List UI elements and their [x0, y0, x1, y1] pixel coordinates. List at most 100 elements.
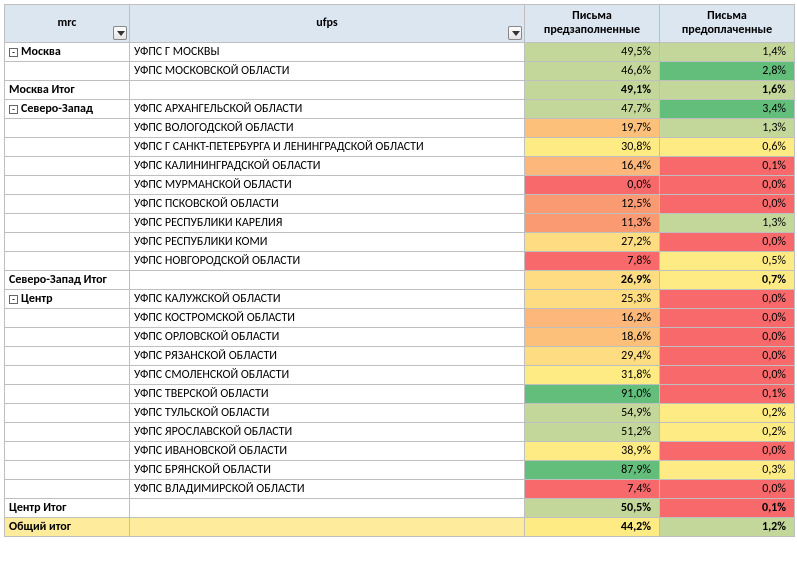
table-row: УФПС СМОЛЕНСКОЙ ОБЛАСТИ31,8%0,0% [5, 366, 795, 385]
mrc-cell [5, 404, 130, 423]
value-cell: 0,0% [660, 366, 795, 385]
value-cell: 0,1% [660, 499, 795, 518]
value-cell: 91,0% [525, 385, 660, 404]
value-cell: 18,6% [525, 328, 660, 347]
ufps-cell: УФПС ТВЕРСКОЙ ОБЛАСТИ [130, 385, 525, 404]
empty-cell [130, 81, 525, 100]
value-cell: 3,4% [660, 100, 795, 119]
table-row: УФПС ОРЛОВСКОЙ ОБЛАСТИ18,6%0,0% [5, 328, 795, 347]
value-cell: 30,8% [525, 138, 660, 157]
value-cell: 49,5% [525, 43, 660, 62]
header-v1[interactable]: Письма предзаполненные [525, 5, 660, 43]
value-cell: 0,2% [660, 404, 795, 423]
table-row: УФПС ЯРОСЛАВСКОЙ ОБЛАСТИ51,2%0,2% [5, 423, 795, 442]
value-cell: 25,3% [525, 290, 660, 309]
value-cell: 0,5% [660, 252, 795, 271]
value-cell: 0,1% [660, 385, 795, 404]
ufps-cell: УФПС Г САНКТ-ПЕТЕРБУРГА И ЛЕНИНГРАДСКОЙ … [130, 138, 525, 157]
filter-icon[interactable] [113, 26, 127, 40]
ufps-cell: УФПС МОСКОВСКОЙ ОБЛАСТИ [130, 62, 525, 81]
value-cell: 7,4% [525, 480, 660, 499]
ufps-cell: УФПС КАЛУЖСКОЙ ОБЛАСТИ [130, 290, 525, 309]
mrc-label: Северо-Запад [21, 102, 93, 116]
table-row: УФПС КОСТРОМСКОЙ ОБЛАСТИ16,2%0,0% [5, 309, 795, 328]
mrc-cell [5, 62, 130, 81]
table-row: УФПС ТВЕРСКОЙ ОБЛАСТИ91,0%0,1% [5, 385, 795, 404]
table-row: УФПС РЕСПУБЛИКИ КОМИ27,2%0,0% [5, 233, 795, 252]
collapse-icon[interactable]: - [9, 295, 18, 304]
mrc-cell [5, 138, 130, 157]
value-cell: 50,5% [525, 499, 660, 518]
value-cell: 0,0% [660, 328, 795, 347]
value-cell: 0,7% [660, 271, 795, 290]
value-cell: 54,9% [525, 404, 660, 423]
value-cell: 46,6% [525, 62, 660, 81]
grand-total-label: Общий итог [5, 518, 130, 537]
value-cell: 19,7% [525, 119, 660, 138]
grand-total-row: Общий итог44,2%1,2% [5, 518, 795, 537]
value-cell: 1,3% [660, 214, 795, 233]
mrc-cell [5, 385, 130, 404]
value-cell: 16,4% [525, 157, 660, 176]
mrc-cell [5, 195, 130, 214]
value-cell: 1,4% [660, 43, 795, 62]
value-cell: 7,8% [525, 252, 660, 271]
header-mrc-label: mrc [58, 16, 77, 30]
ufps-cell: УФПС НОВГОРОДСКОЙ ОБЛАСТИ [130, 252, 525, 271]
table-row: -МоскваУФПС Г МОСКВЫ49,5%1,4% [5, 43, 795, 62]
value-cell: 0,0% [660, 176, 795, 195]
ufps-cell: УФПС ИВАНОВСКОЙ ОБЛАСТИ [130, 442, 525, 461]
value-cell: 2,8% [660, 62, 795, 81]
filter-icon[interactable] [508, 26, 522, 40]
ufps-cell: УФПС КАЛИНИНГРАДСКОЙ ОБЛАСТИ [130, 157, 525, 176]
header-v2-label: Письма предоплаченные [682, 9, 772, 36]
header-row: mrc ufps Письма предзаполненные Письма п… [5, 5, 795, 43]
mrc-cell [5, 119, 130, 138]
empty-cell [130, 499, 525, 518]
ufps-cell: УФПС ВОЛОГОДСКОЙ ОБЛАСТИ [130, 119, 525, 138]
value-cell: 16,2% [525, 309, 660, 328]
ufps-cell: УФПС ОРЛОВСКОЙ ОБЛАСТИ [130, 328, 525, 347]
value-cell: 0,0% [660, 347, 795, 366]
mrc-cell [5, 423, 130, 442]
ufps-cell: УФПС ВЛАДИМИРСКОЙ ОБЛАСТИ [130, 480, 525, 499]
header-ufps-label: ufps [316, 16, 337, 30]
subtotal-row: Северо-Запад Итог26,9%0,7% [5, 271, 795, 290]
mrc-cell [5, 347, 130, 366]
header-v2[interactable]: Письма предоплаченные [660, 5, 795, 43]
value-cell: 27,2% [525, 233, 660, 252]
value-cell: 51,2% [525, 423, 660, 442]
table-row: УФПС ИВАНОВСКОЙ ОБЛАСТИ38,9%0,0% [5, 442, 795, 461]
value-cell: 0,0% [660, 480, 795, 499]
ufps-cell: УФПС ПСКОВСКОЙ ОБЛАСТИ [130, 195, 525, 214]
collapse-icon[interactable]: - [9, 48, 18, 57]
value-cell: 12,5% [525, 195, 660, 214]
subtotal-row: Москва Итог49,1%1,6% [5, 81, 795, 100]
collapse-icon[interactable]: - [9, 105, 18, 114]
table-row: УФПС ВОЛОГОДСКОЙ ОБЛАСТИ19,7%1,3% [5, 119, 795, 138]
header-ufps[interactable]: ufps [130, 5, 525, 43]
ufps-cell: УФПС ТУЛЬСКОЙ ОБЛАСТИ [130, 404, 525, 423]
mrc-cell [5, 176, 130, 195]
table-row: УФПС ВЛАДИМИРСКОЙ ОБЛАСТИ7,4%0,0% [5, 480, 795, 499]
value-cell: 0,3% [660, 461, 795, 480]
value-cell: 0,6% [660, 138, 795, 157]
value-cell: 31,8% [525, 366, 660, 385]
subtotal-label: Москва Итог [5, 81, 130, 100]
header-mrc[interactable]: mrc [5, 5, 130, 43]
table-row: УФПС ТУЛЬСКОЙ ОБЛАСТИ54,9%0,2% [5, 404, 795, 423]
value-cell: 44,2% [525, 518, 660, 537]
value-cell: 0,0% [660, 195, 795, 214]
mrc-label: Москва [21, 45, 61, 59]
value-cell: 49,1% [525, 81, 660, 100]
value-cell: 0,0% [660, 309, 795, 328]
ufps-cell: УФПС СМОЛЕНСКОЙ ОБЛАСТИ [130, 366, 525, 385]
table-row: УФПС РЕСПУБЛИКИ КАРЕЛИЯ11,3%1,3% [5, 214, 795, 233]
table-row: УФПС РЯЗАНСКОЙ ОБЛАСТИ29,4%0,0% [5, 347, 795, 366]
value-cell: 29,4% [525, 347, 660, 366]
value-cell: 0,0% [660, 442, 795, 461]
empty-cell [130, 271, 525, 290]
value-cell: 0,2% [660, 423, 795, 442]
mrc-cell: -Северо-Запад [5, 100, 130, 119]
header-v1-label: Письма предзаполненные [544, 9, 640, 36]
